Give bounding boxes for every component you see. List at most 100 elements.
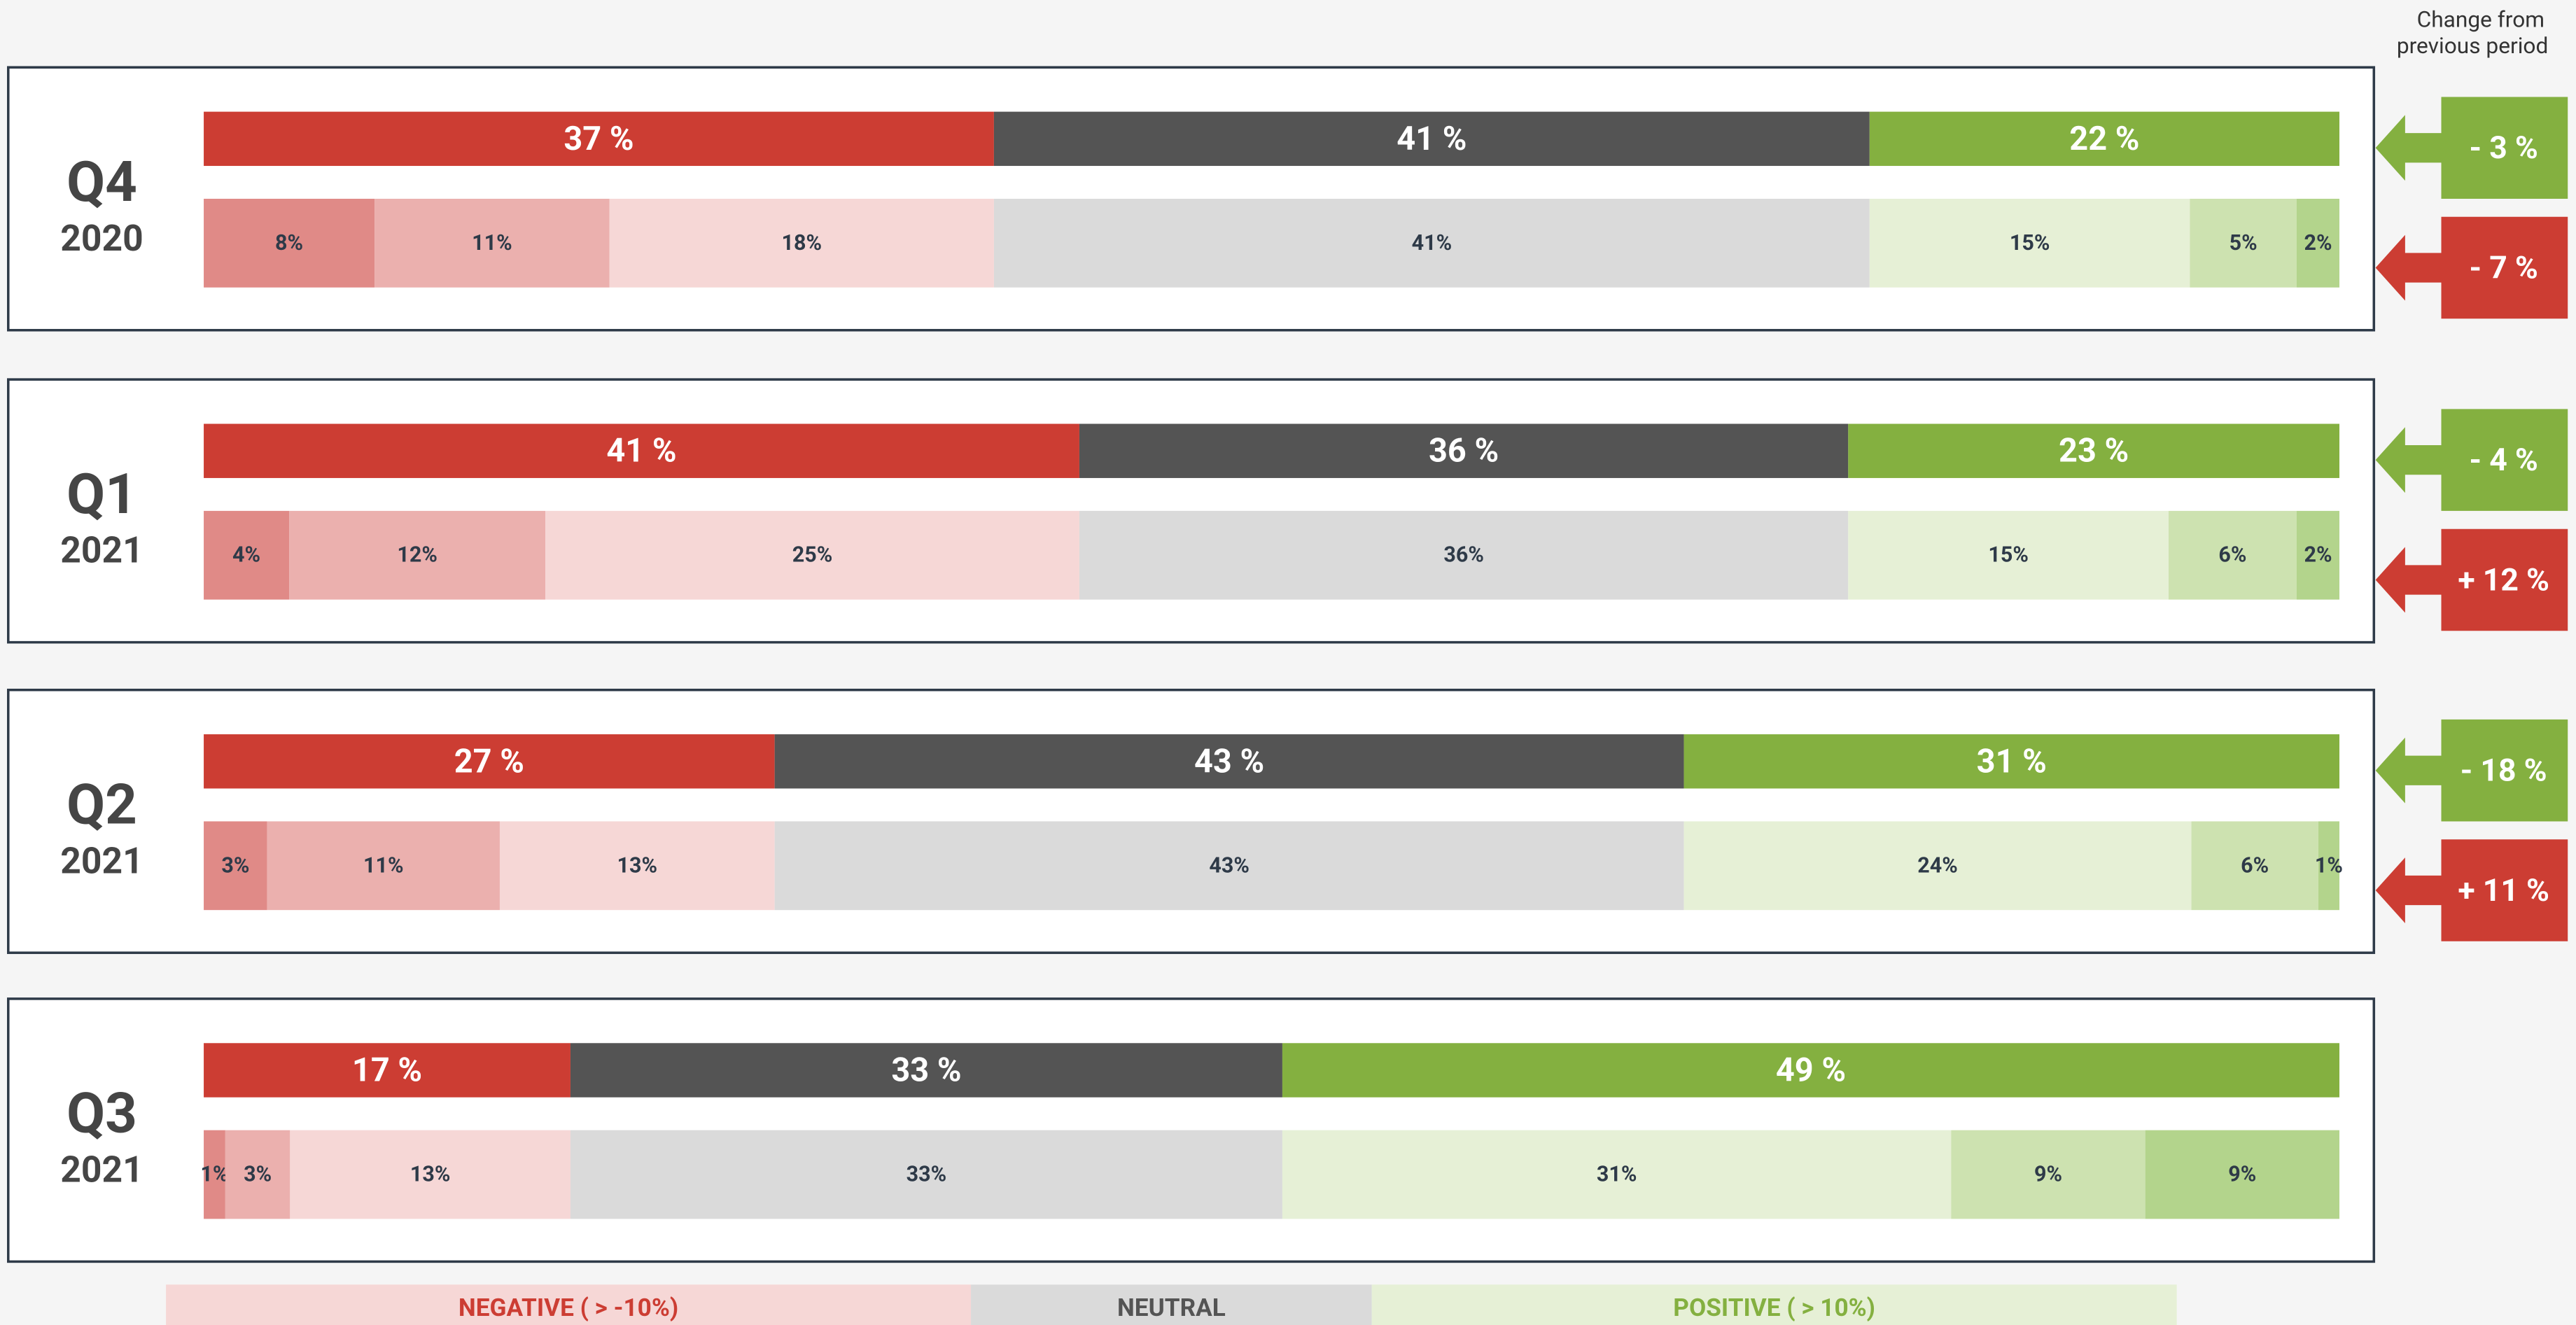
detail-bar <box>289 510 546 600</box>
change-label: - 4 % <box>2470 442 2538 478</box>
detail-bar-label: 31% <box>1597 1163 1637 1187</box>
quarter: Q3 <box>66 1081 137 1147</box>
change-label: - 3 % <box>2470 129 2538 166</box>
detail-bar-label: 13% <box>410 1163 451 1187</box>
detail-bar-label: 3% <box>221 853 249 878</box>
detail-bar <box>993 198 1870 288</box>
summary-bar <box>1282 1043 2340 1098</box>
summary-bar-label: 36 % <box>1429 432 1499 470</box>
change-label: + 11 % <box>2458 872 2549 909</box>
detail-bar-label: 9% <box>2228 1163 2256 1187</box>
detail-bar <box>1848 510 2169 600</box>
quarter: Q1 <box>66 462 137 527</box>
detail-bar-label: 18% <box>782 231 822 255</box>
header-line: previous period <box>2397 33 2549 59</box>
legend-box <box>1371 1284 2177 1325</box>
detail-bar <box>225 1130 290 1219</box>
summary-bar <box>204 111 994 167</box>
detail-bar <box>1951 1130 2146 1219</box>
detail-bar <box>1869 198 2190 288</box>
detail-bar <box>499 821 775 911</box>
detail-bar <box>545 510 1079 600</box>
year: 2021 <box>60 529 143 572</box>
change-box <box>2375 216 2568 319</box>
detail-bar-label: 15% <box>1988 543 2029 568</box>
detail-bar <box>2168 510 2297 600</box>
panel <box>7 378 2376 644</box>
detail-bar <box>267 821 500 911</box>
detail-bar <box>774 821 1684 911</box>
detail-bar <box>204 198 375 288</box>
detail-bar <box>570 1130 1282 1219</box>
summary-bar <box>993 111 1870 167</box>
detail-bar <box>1282 1130 1952 1219</box>
summary-bar <box>1848 423 2340 478</box>
summary-bar <box>1684 734 2340 789</box>
detail-bar <box>204 1130 225 1219</box>
summary-bar <box>204 423 1079 478</box>
detail-bar-label: 11% <box>472 231 512 255</box>
detail-bar <box>2296 198 2340 288</box>
detail-bar <box>2296 510 2340 600</box>
quarter: Q2 <box>66 772 137 837</box>
legend-box <box>166 1284 972 1325</box>
summary-bar-label: 33 % <box>891 1051 961 1089</box>
detail-bar <box>609 198 994 288</box>
legend-box <box>971 1284 1372 1325</box>
summary-bar-label: 37 % <box>564 120 634 158</box>
year: 2021 <box>60 1148 143 1191</box>
detail-bar <box>1684 821 2192 911</box>
summary-bar-label: 43 % <box>1194 742 1264 780</box>
change-box <box>2375 409 2568 511</box>
detail-bar <box>374 198 610 288</box>
detail-bar-label: 4% <box>232 543 260 568</box>
summary-bar-label: 41 % <box>606 432 676 470</box>
year: 2020 <box>60 217 143 260</box>
detail-bar <box>204 510 290 600</box>
summary-bar <box>204 1043 570 1098</box>
detail-bar <box>2145 1130 2340 1219</box>
summary-bar-label: 22 % <box>2069 120 2139 158</box>
change-label: - 7 % <box>2470 250 2538 286</box>
detail-bar <box>1079 510 1849 600</box>
detail-bar-label: 1% <box>2315 853 2343 878</box>
legend-label: POSITIVE ( > 10%) <box>1673 1293 1875 1322</box>
year: 2021 <box>60 839 143 882</box>
summary-bar-label: 49 % <box>1776 1051 1846 1089</box>
change-box <box>2375 839 2568 941</box>
summary-bar-label: 27 % <box>454 742 524 780</box>
detail-bar-label: 8% <box>275 231 303 255</box>
detail-bar <box>290 1130 570 1219</box>
summary-bar <box>570 1043 1282 1098</box>
detail-bar-label: 6% <box>2241 853 2269 878</box>
change-box <box>2375 719 2568 822</box>
detail-bar <box>2190 198 2297 288</box>
summary-bar-label: 17 % <box>352 1051 422 1089</box>
detail-bar-label: 6% <box>2218 543 2246 568</box>
detail-bar <box>204 821 267 911</box>
legend-label: NEGATIVE ( > -10%) <box>458 1293 678 1322</box>
summary-bar <box>1079 423 1849 478</box>
summary-bar-label: 23 % <box>2059 432 2129 470</box>
header-line: Change from <box>2417 7 2544 33</box>
change-box <box>2375 97 2568 199</box>
detail-bar <box>2318 821 2340 911</box>
change-box <box>2375 528 2568 631</box>
detail-bar-label: 2% <box>2304 231 2332 255</box>
detail-bar-label: 9% <box>2034 1163 2062 1187</box>
change-label: - 18 % <box>2460 752 2547 789</box>
detail-bar-label: 5% <box>2230 231 2258 255</box>
summary-bar <box>204 734 775 789</box>
summary-bar <box>1869 111 2340 167</box>
detail-bar-label: 13% <box>617 853 658 878</box>
detail-bar-label: 2% <box>2304 543 2332 568</box>
change-label: + 12 % <box>2458 561 2549 598</box>
detail-bar-label: 43% <box>1209 853 1250 878</box>
detail-bar <box>2191 821 2318 911</box>
detail-bar-label: 11% <box>363 853 404 878</box>
detail-bar-label: 25% <box>792 543 833 568</box>
detail-bar-label: 33% <box>906 1163 947 1187</box>
detail-bar-label: 15% <box>2010 231 2050 255</box>
